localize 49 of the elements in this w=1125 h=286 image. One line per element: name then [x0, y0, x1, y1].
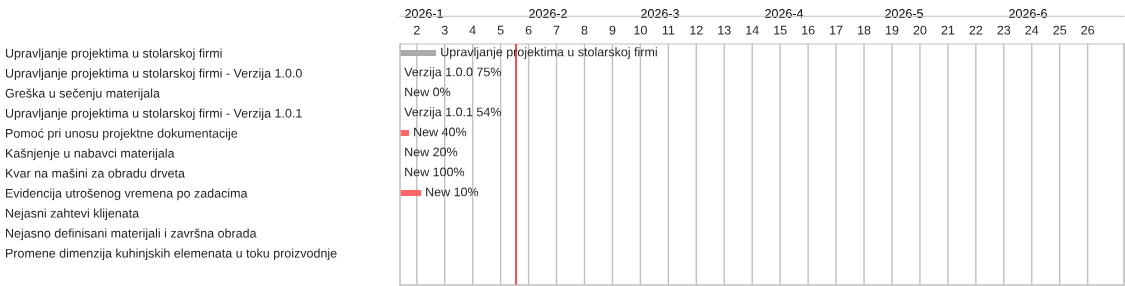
x-tick-label: 21: [941, 25, 955, 35]
x-tick-label: 4: [469, 25, 476, 35]
data-label: New 40%: [414, 127, 467, 137]
x-tick-label: 23: [997, 25, 1011, 35]
x-tick-label: 19: [885, 25, 899, 35]
x-tick-label: 6: [525, 25, 532, 35]
x-tick-label: 12: [690, 25, 703, 35]
x2-tick-label: 2026-1: [405, 9, 443, 18]
y-tick-label: Evidencija utrošenog vremena po zadacima: [6, 188, 248, 201]
x-tick-label: 17: [830, 25, 843, 35]
y-tick-label: Upravljanje projektima u stolarskoj firmi - Verzija 1.0.1: [5, 108, 302, 121]
x2-tick-label: 2026-5: [885, 9, 923, 18]
y-tick-label: Nejasni zahtevi klijenata: [6, 208, 140, 221]
y-tick-label: Upravljanje projektima u stolarskoj firmi: [5, 48, 222, 61]
y-tick-label: Pomoć pri unosu projektne dokumentacije: [6, 128, 238, 141]
data-label: New 10%: [426, 187, 479, 197]
x2-tick-label: 2026-3: [641, 9, 679, 18]
x-tick-label: 13: [718, 25, 731, 35]
x-tick-label: 14: [746, 25, 759, 35]
text: Verzija 1.0.0 75%: [404, 67, 502, 79]
x2-tick-label: 2026-2: [529, 9, 567, 18]
x-tick-label: 2: [413, 25, 420, 35]
text: New 0%: [405, 87, 451, 97]
x-tick-label: 10: [634, 25, 647, 35]
x-tick-label: 7: [553, 25, 560, 35]
x-tick-label: 16: [802, 25, 815, 35]
text: New 100%: [405, 167, 465, 177]
x-tick-label: 22: [969, 25, 983, 35]
x-tick-label: 11: [662, 25, 675, 35]
x-tick-label: 26: [1081, 25, 1095, 35]
x2-tick-label: 2026-6: [1009, 9, 1047, 18]
text: New 20%: [405, 147, 458, 157]
x-tick-label: 18: [858, 25, 871, 35]
x-tick-label: 25: [1053, 25, 1067, 35]
x-tick-label: 8: [581, 25, 588, 35]
y-tick-label: Kašnjenje u nabavci materijala: [6, 148, 175, 161]
x-tick-label: 5: [497, 25, 504, 35]
y-tick-label: Nejasno definisani materijali i završna obrada: [6, 228, 257, 241]
y-tick-label: Greška u sečenju materijala: [5, 88, 160, 101]
x-tick-label: 15: [774, 25, 787, 35]
x-tick-label: 3: [441, 25, 448, 35]
x2-tick-label: 2026-4: [765, 9, 804, 18]
x-tick-label: 24: [1025, 25, 1039, 35]
y-tick-label: Kvar na mašini za obradu drveta: [6, 168, 185, 178]
text: Verzija 1.0.1 54%: [404, 107, 502, 119]
x-tick-label: 20: [913, 25, 927, 35]
y-tick-label: Promene dimenzija kuhinjskih elemenata u toku proizvodnje: [6, 248, 337, 261]
x-tick-label: 9: [609, 25, 616, 35]
y-tick-label: Upravljanje projektima u stolarskoj firmi - Verzija 1.0.0: [5, 68, 302, 81]
